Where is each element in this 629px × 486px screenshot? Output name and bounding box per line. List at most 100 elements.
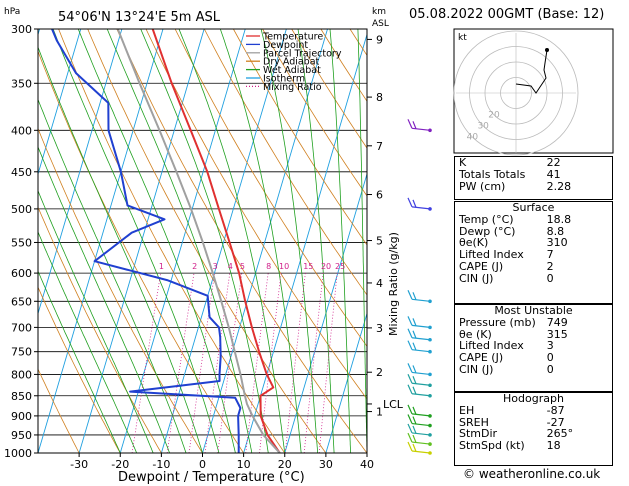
wet-adiabat: [52, 29, 220, 453]
wind-barb-dot: [428, 207, 432, 211]
most-unstable-box: Most Unstable Pressure (mb) 749 θe (K) 315 L…: [454, 304, 613, 392]
wind-barb-shaft: [411, 441, 431, 445]
wind-barb-flag: [412, 342, 417, 351]
wet-adiabat: [38, 270, 121, 453]
wet-adiabat: [38, 46, 203, 453]
mixing-ratio-label: 4: [228, 262, 233, 271]
most-unstable-value: 749: [546, 315, 568, 329]
most-unstable-value: 0: [546, 351, 554, 365]
pressure-tick-label: 800: [11, 368, 32, 381]
most-unstable-row: Lifted Index 3: [455, 340, 612, 352]
isotherm-20: [284, 172, 367, 453]
hodograph-stat-row: SREH -27: [455, 416, 612, 429]
most-unstable-row: Pressure (mb) 749: [455, 315, 612, 329]
most-unstable-label: θe (K): [459, 327, 492, 341]
wind-barb-shaft: [411, 349, 431, 353]
wind-barb-flag: [407, 423, 413, 434]
height-tick-label: 2: [376, 366, 383, 379]
wind-barb-flag: [412, 330, 417, 339]
wet-adiabat: [297, 29, 335, 453]
wind-barb-dot: [428, 433, 432, 437]
indices-box: K 22 Totals Totals 41 PW (cm) 2.28: [454, 156, 613, 200]
wind-barb-dot: [428, 451, 432, 455]
wet-adiabat: [140, 29, 269, 453]
index-row: Totals Totals 41: [455, 167, 612, 181]
index-value: 2.28: [546, 179, 572, 193]
surface-label: CAPE (J): [459, 259, 504, 273]
dry-adiabat: [233, 29, 367, 246]
hodograph-unit: kt: [458, 33, 467, 43]
mixing-ratio-label: 15: [303, 262, 313, 271]
dry-adiabat: [38, 206, 162, 453]
wind-barb-flag: [407, 384, 413, 395]
wet-adiabat: [357, 29, 367, 453]
surface-label: CIN (J): [459, 271, 494, 285]
most-unstable-label: Lifted Index: [459, 339, 524, 353]
pressure-tick-label: 500: [11, 203, 32, 216]
pressure-tick-label: 950: [11, 429, 32, 442]
wind-barb-dot: [428, 299, 432, 304]
wind-barb-flag: [407, 197, 413, 208]
surface-row: CAPE (J) 2: [455, 261, 612, 273]
surface-label: Lifted Index: [459, 248, 524, 262]
x-tick-label: -10: [152, 458, 170, 471]
location-title: 54°06'N 13°24'E 5m ASL: [58, 10, 221, 25]
mixing-ratio-line-1: [131, 273, 162, 453]
isotherm--40: [38, 29, 164, 453]
lcl-label: LCL: [383, 398, 404, 411]
wind-barb-dot: [428, 349, 432, 354]
x-tick-label: 20: [278, 458, 292, 471]
hodograph-ring-label: 30: [477, 122, 489, 132]
mixing-ratio-line-20: [303, 273, 324, 453]
wet-adiabat: [260, 29, 318, 453]
surface-label: Temp (°C): [459, 212, 514, 226]
dry-adiabat: [291, 29, 367, 149]
wet-adiabat: [38, 189, 154, 453]
x-tick-label: -20: [111, 458, 129, 471]
hodograph-stat-label: StmDir: [459, 427, 498, 441]
series-parcel-trajectory: [116, 29, 281, 453]
wind-barb-flag: [412, 199, 417, 208]
x-tick-label: -30: [70, 458, 88, 471]
index-value: 41: [546, 167, 561, 181]
height-tick-label: 6: [376, 189, 383, 202]
wind-barb-flag: [412, 434, 417, 443]
height-unit-label: km: [372, 7, 386, 17]
surface-value: 310: [546, 236, 568, 250]
x-tick-label: 30: [319, 458, 333, 471]
most-unstable-label: Pressure (mb): [459, 315, 536, 329]
surface-value: 8.8: [546, 224, 565, 238]
pressure-tick-label: 750: [11, 346, 32, 359]
mixing-ratio-line-8: [245, 273, 269, 453]
mixing-ratio-line-2: [166, 273, 195, 453]
isotherm--20: [119, 29, 246, 453]
wind-barb-shaft: [411, 337, 431, 341]
isotherm-0: [202, 29, 328, 453]
hodograph-stat-label: StmSpd (kt): [459, 439, 525, 453]
mixing-ratio-label: 2: [192, 262, 197, 271]
wind-barb-shaft: [411, 450, 431, 454]
pressure-tick-label: 300: [11, 23, 32, 36]
index-row: K 22: [455, 157, 612, 169]
hodograph-ring-label: 20: [488, 111, 500, 121]
mixing-ratio-axis-title: Mixing Ratio (g/kg): [387, 232, 400, 336]
chart-axes: 1 2 3 4 5 8 10 15 20 2530035040045050055060065070…: [4, 23, 404, 471]
pressure-tick-label: 1000: [4, 447, 32, 460]
wet-adiabat: [38, 145, 170, 453]
height-tick-label: 5: [376, 235, 383, 248]
height-unit-asl-label: ASL: [372, 19, 389, 29]
mixing-ratio-line-5: [217, 273, 243, 453]
legend-label: Dry Adiabat: [263, 57, 320, 68]
isotherm-30: [325, 311, 367, 453]
wind-barb-dot: [428, 372, 432, 377]
legend-label: Isotherm: [263, 74, 305, 85]
wind-barb-flag: [407, 374, 413, 384]
hodograph-ring-label: 40: [467, 132, 479, 142]
most-unstable-value: 315: [546, 327, 568, 341]
index-label: K: [459, 156, 467, 169]
wind-barb-shaft: [411, 127, 431, 131]
wind-barb-flag: [412, 292, 417, 301]
height-tick-label: 7: [376, 140, 383, 153]
most-unstable-label: CAPE (J): [459, 351, 504, 365]
x-axis-title: Dewpoint / Temperature (°C): [118, 470, 305, 485]
